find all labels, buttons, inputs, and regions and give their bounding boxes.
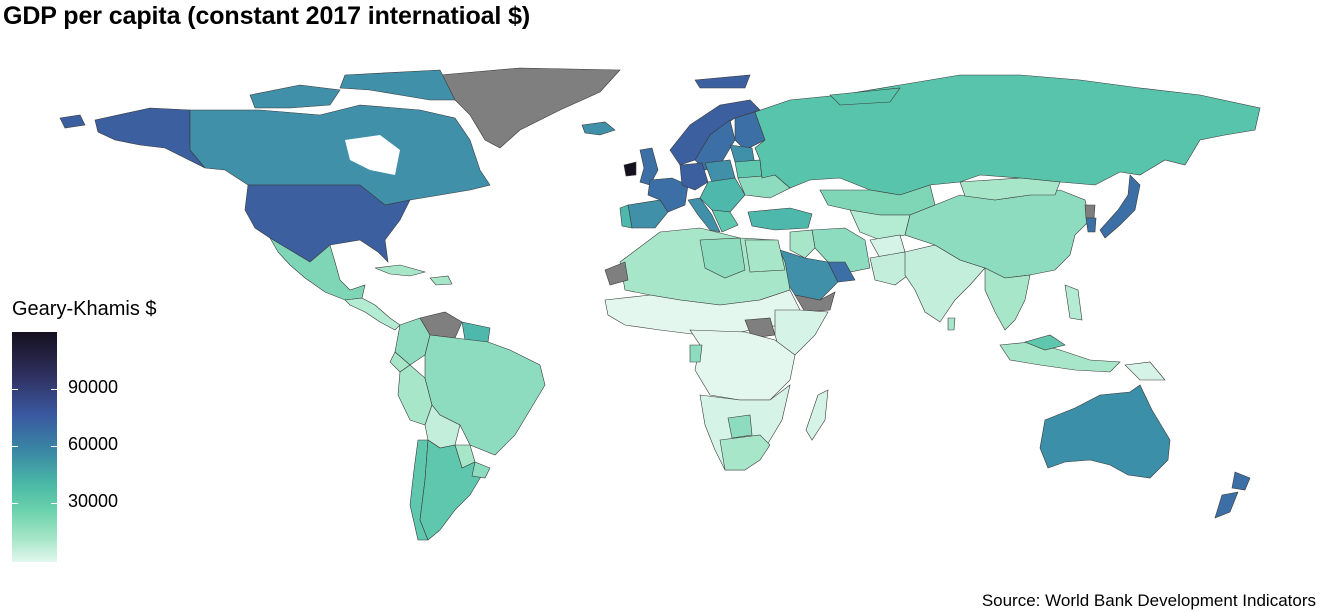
region-russia: [754, 74, 1261, 196]
region-australia: [1039, 384, 1171, 479]
region-venezuela: [419, 311, 463, 339]
region-balkans: [711, 209, 739, 233]
legend-tick-label: 30000: [68, 491, 119, 511]
source-caption: Source: World Bank Development Indicator…: [981, 591, 1316, 610]
region-guianas: [461, 321, 491, 343]
region-ireland: [623, 161, 637, 177]
map-title: GDP per capita (constant 2017 internatio…: [3, 2, 531, 30]
region-central-america: [344, 297, 401, 331]
region-finland: [734, 111, 766, 151]
region-botswana: [727, 414, 753, 439]
legend-tick-mark: [51, 446, 57, 447]
region-iraq-syria: [789, 229, 816, 259]
legend-tick-label: 60000: [68, 434, 119, 454]
region-alaska: [94, 107, 206, 169]
region-hawaii: [59, 114, 86, 129]
legend-colorbar: [12, 332, 57, 562]
region-south-africa: [719, 434, 771, 471]
region-papua-new-guinea: [1124, 361, 1166, 381]
region-western-sahara: [604, 261, 629, 286]
region-turkey: [747, 207, 813, 231]
legend-tick-mark: [12, 446, 18, 447]
region-new-zealand: [1231, 471, 1251, 491]
region-arctic-russia: [829, 87, 901, 106]
region-horn-of-africa: [774, 309, 829, 356]
region-pakistan: [869, 251, 916, 286]
legend-tick-mark: [12, 503, 18, 504]
region-uruguay: [471, 461, 491, 479]
legend-tick-mark: [51, 389, 57, 390]
region-philippines: [1064, 284, 1083, 321]
region-southeast-asia: [984, 267, 1031, 331]
region-canada-islands-2: [249, 84, 341, 109]
region-mongolia: [959, 177, 1061, 201]
region-malaysia: [1024, 334, 1066, 351]
region-spain: [627, 199, 669, 229]
region-argentina: [419, 439, 486, 541]
region-japan: [1099, 174, 1141, 239]
legend-tick-mark: [12, 389, 18, 390]
region-gabon: [689, 344, 703, 363]
legend-title: Geary-Khamis $: [12, 298, 157, 320]
region-madagascar: [805, 389, 829, 441]
region-germany: [679, 162, 709, 191]
region-greenland: [439, 67, 621, 149]
region-belarus: [734, 159, 763, 179]
region-north-korea: [1084, 204, 1096, 219]
legend-tick-mark: [51, 503, 57, 504]
region-yemen: [794, 291, 836, 313]
region-libya: [699, 237, 746, 279]
hudson-bay: [345, 135, 400, 175]
region-iceland: [581, 121, 616, 136]
region-svalbard: [694, 74, 751, 89]
region-usa: [244, 184, 411, 263]
legend-tick-label: 90000: [68, 377, 119, 397]
region-cuba: [374, 264, 427, 277]
region-canada: [189, 104, 491, 206]
region-portugal: [619, 204, 633, 229]
region-mexico: [269, 237, 366, 301]
region-france: [647, 177, 689, 213]
region-canada-islands: [339, 69, 456, 101]
region-oman-uae: [827, 261, 856, 283]
region-iran: [811, 227, 871, 273]
region-egypt: [744, 239, 786, 273]
region-south-korea: [1085, 217, 1097, 233]
region-sri-lanka: [947, 317, 956, 331]
region-new-zealand-south: [1214, 491, 1239, 519]
region-hispaniola: [429, 275, 453, 286]
